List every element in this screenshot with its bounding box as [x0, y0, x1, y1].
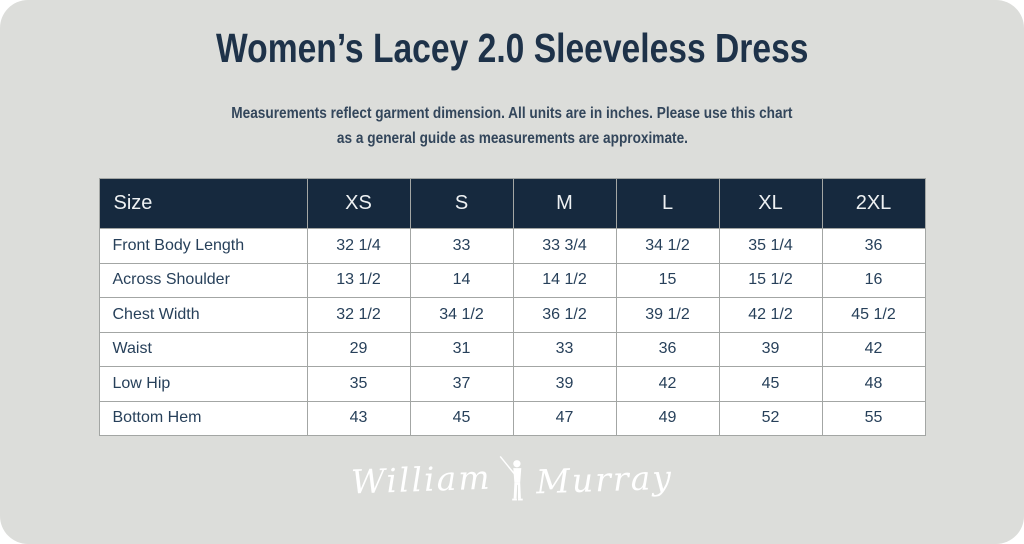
column-header-l: L — [615, 178, 720, 229]
row-label: Chest Width — [98, 297, 308, 333]
column-header-2xl: 2XL — [821, 178, 926, 229]
value-cell: 52 — [718, 400, 823, 436]
value-cell: 14 1/2 — [512, 262, 617, 298]
brand-second-word: Murray — [535, 457, 674, 501]
value-cell: 35 — [306, 366, 411, 402]
value-cell: 48 — [821, 366, 926, 402]
column-header-m: M — [512, 178, 617, 229]
value-cell: 49 — [615, 400, 720, 436]
subtitle-line-2-text: as a general guide as measurements are a… — [336, 130, 688, 147]
subtitle-line-2: as a general guide as measurements are a… — [0, 126, 1024, 151]
brand-logo: William Murray — [0, 455, 1024, 503]
value-cell: 31 — [409, 331, 514, 367]
subtitle: Measurements reflect garment dimension. … — [0, 101, 1024, 151]
table-row: Across Shoulder 13 1/2 14 14 1/2 15 15 1/2 16 — [98, 262, 926, 298]
row-label: Bottom Hem — [98, 400, 308, 436]
size-table-body: Front Body Length 32 1/4 33 33 3/4 34 1/2 35 … — [98, 228, 926, 436]
value-cell: 33 — [512, 331, 617, 367]
value-cell: 45 1/2 — [821, 297, 926, 333]
table-row: Waist 29 31 33 36 39 42 — [98, 331, 926, 367]
value-cell: 34 1/2 — [615, 228, 720, 264]
subtitle-line-1: Measurements reflect garment dimension. … — [0, 101, 1024, 126]
table-header-row: Size XS S M L XL 2XL — [98, 178, 926, 229]
value-cell: 36 — [821, 228, 926, 264]
column-header-xl: XL — [718, 178, 823, 229]
page-title: Women’s Lacey 2.0 Sleeveless Dress — [0, 25, 1024, 72]
value-cell: 16 — [821, 262, 926, 298]
value-cell: 13 1/2 — [306, 262, 411, 298]
table-row: Front Body Length 32 1/4 33 33 3/4 34 1/2 35 … — [98, 228, 926, 264]
value-cell: 42 — [821, 331, 926, 367]
subtitle-line-1-text: Measurements reflect garment dimension. … — [231, 105, 793, 122]
value-cell: 36 1/2 — [512, 297, 617, 333]
row-label: Front Body Length — [98, 228, 308, 264]
value-cell: 39 — [718, 331, 823, 367]
value-cell: 39 1/2 — [615, 297, 720, 333]
golfer-icon — [499, 455, 523, 501]
table-row: Chest Width 32 1/2 34 1/2 36 1/2 39 1/2 42 1/… — [98, 297, 926, 333]
value-cell: 39 — [512, 366, 617, 402]
value-cell: 45 — [718, 366, 823, 402]
row-label: Low Hip — [98, 366, 308, 402]
value-cell: 55 — [821, 400, 926, 436]
column-header-s: S — [409, 178, 514, 229]
value-cell: 29 — [306, 331, 411, 367]
column-header-xs: XS — [306, 178, 411, 229]
value-cell: 42 — [615, 366, 720, 402]
value-cell: 15 — [615, 262, 720, 298]
value-cell: 35 1/4 — [718, 228, 823, 264]
row-label: Waist — [98, 331, 308, 367]
value-cell: 42 1/2 — [718, 297, 823, 333]
value-cell: 37 — [409, 366, 514, 402]
table-row: Low Hip 35 37 39 42 45 48 — [98, 366, 926, 402]
value-cell: 32 1/2 — [306, 297, 411, 333]
page-title-text: Women’s Lacey 2.0 Sleeveless Dress — [215, 25, 809, 71]
table-row: Bottom Hem 43 45 47 49 52 55 — [98, 400, 926, 436]
value-cell: 32 1/4 — [306, 228, 411, 264]
value-cell: 36 — [615, 331, 720, 367]
value-cell: 14 — [409, 262, 514, 298]
value-cell: 15 1/2 — [718, 262, 823, 298]
column-header-size: Size — [98, 178, 308, 229]
value-cell: 47 — [512, 400, 617, 436]
value-cell: 43 — [306, 400, 411, 436]
row-label: Across Shoulder — [98, 262, 308, 298]
value-cell: 34 1/2 — [409, 297, 514, 333]
value-cell: 33 — [409, 228, 514, 264]
value-cell: 33 3/4 — [512, 228, 617, 264]
brand-first-word: William — [350, 457, 493, 501]
size-chart-table: Size XS S M L XL 2XL Front Body Length 32… — [98, 178, 926, 436]
value-cell: 45 — [409, 400, 514, 436]
